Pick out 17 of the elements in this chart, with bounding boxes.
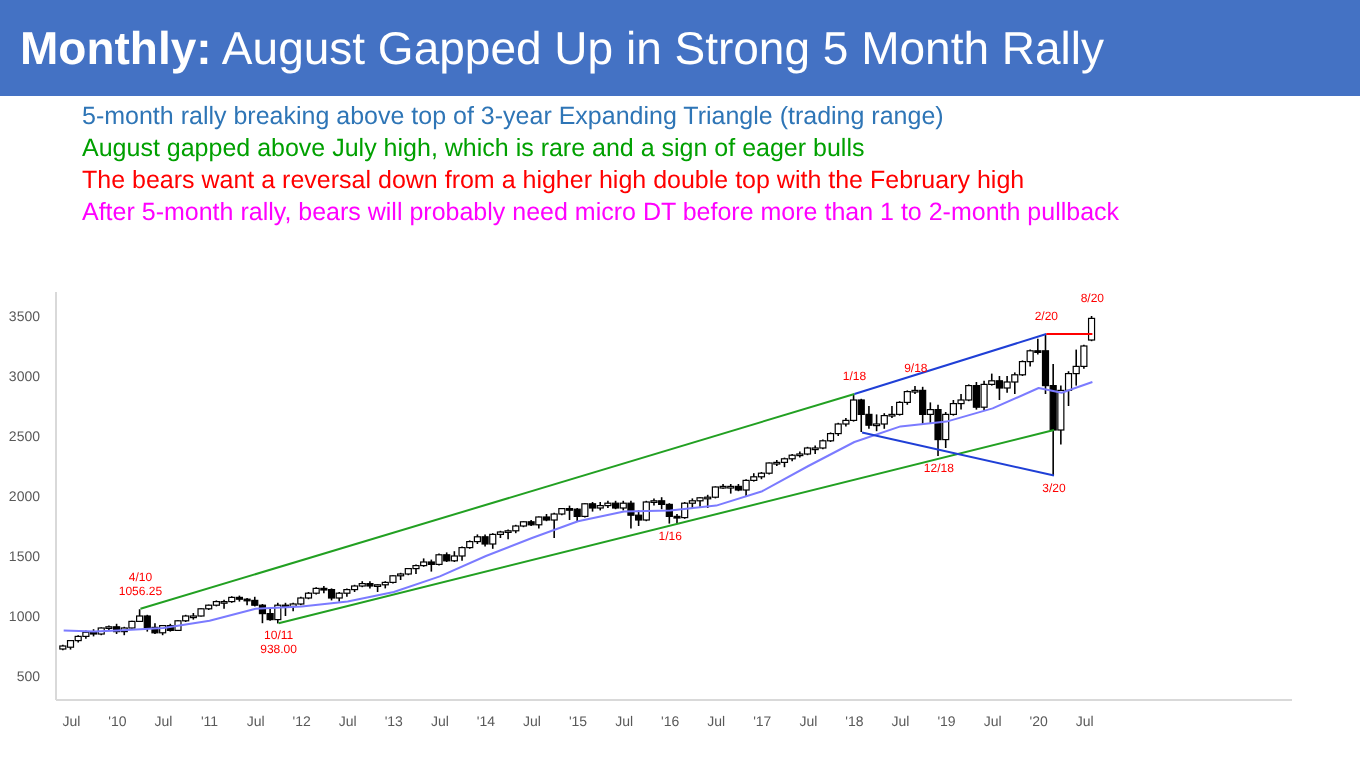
- line-series: [62, 381, 1094, 633]
- chart-title: Monthly: August Gapped Up in Strong 5 Month Rally: [0, 0, 1360, 96]
- candlestick: [550, 511, 558, 539]
- candlestick: [980, 380, 988, 412]
- candlestick: [1087, 315, 1096, 342]
- candlestick: [727, 483, 735, 495]
- text: 5-month rally breaking above top of 3-year Expanding Triangle (trading range): [82, 100, 946, 132]
- candlestick: [857, 398, 865, 433]
- candlestick: [1072, 348, 1080, 387]
- text: After 5-month rally, bears will probably need micro DT before more than 1 to 2-month pullback: [82, 196, 1120, 228]
- text: The bears want a reversal down from a higher high double top with the February high: [82, 164, 1027, 196]
- text: August gapped above July high, which is rare and a sign of eager bulls: [82, 132, 867, 164]
- candlestick: [934, 404, 942, 457]
- candlestick: [995, 375, 1004, 401]
- candlestick: [972, 381, 980, 411]
- candlestick: [865, 405, 873, 430]
- candlestick: [919, 386, 927, 425]
